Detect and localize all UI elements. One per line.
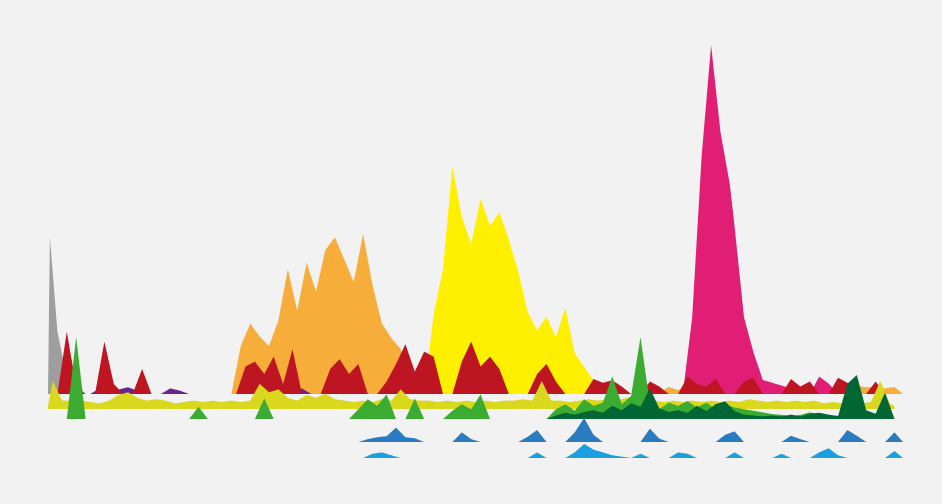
band-2 [66,337,895,419]
band-4 [363,444,904,458]
series-area-2-0 [66,337,895,419]
series-area-1-0 [48,381,895,409]
series-area-0-1 [231,234,411,394]
band-3 [358,418,903,442]
series-area-0-6 [57,331,885,394]
series-area-0-2 [424,166,603,394]
series-area-2-1 [546,375,895,419]
series-area-4-0 [363,444,904,458]
band-0 [48,45,903,394]
band-1 [48,381,895,409]
series-area-0-0 [48,237,86,394]
series-area-0-4 [682,45,838,394]
series-area-3-0 [358,418,903,442]
